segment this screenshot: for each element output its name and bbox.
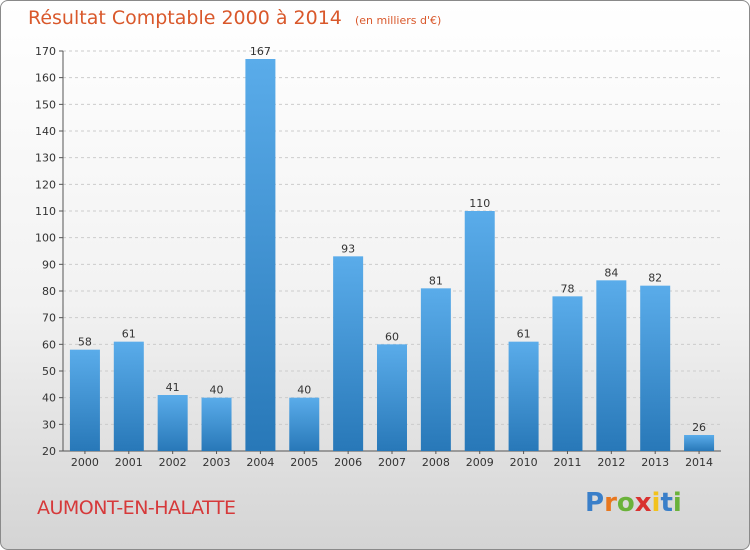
x-tick-label: 2006: [334, 456, 362, 469]
unit-note: (en milliers d'€): [354, 14, 442, 27]
bar: [508, 341, 539, 451]
bar: [245, 59, 276, 451]
bar: [464, 211, 495, 451]
bar: [596, 280, 627, 451]
bar: [157, 395, 188, 451]
y-tick-label: 90: [42, 258, 56, 271]
y-tick-label: 80: [42, 285, 56, 298]
y-tick-label: 130: [35, 152, 56, 165]
x-tick-label: 2002: [159, 456, 187, 469]
place-name: AUMONT-EN-HALATTE: [37, 497, 236, 519]
y-tick-label: 110: [35, 205, 56, 218]
y-tick-label: 170: [35, 45, 56, 58]
data-label: 61: [122, 328, 136, 341]
y-tick-label: 30: [42, 418, 56, 431]
logo-letter: x: [634, 488, 652, 518]
logo-letter: o: [616, 488, 635, 518]
x-tick-label: 2009: [466, 456, 494, 469]
x-tick-label: 2011: [553, 456, 581, 469]
y-tick-label: 160: [35, 72, 56, 85]
data-label: 82: [648, 272, 662, 285]
logo-letter: i: [672, 488, 682, 518]
y-tick-label: 100: [35, 232, 56, 245]
bar: [552, 296, 583, 451]
x-tick-label: 2003: [203, 456, 231, 469]
y-tick-label: 60: [42, 338, 56, 351]
y-tick-label: 150: [35, 98, 56, 111]
data-label: 58: [78, 336, 92, 349]
data-label: 93: [341, 242, 355, 255]
data-label: 40: [210, 384, 224, 397]
y-tick-label: 120: [35, 178, 56, 191]
bars: [69, 59, 715, 451]
bar: [420, 288, 451, 451]
bar: [113, 341, 144, 451]
x-tick-label: 2013: [641, 456, 669, 469]
data-label: 61: [517, 328, 531, 341]
bar: [684, 435, 715, 451]
y-tick-label: 70: [42, 312, 56, 325]
logo-letter: t: [660, 488, 673, 518]
bar: [333, 256, 364, 451]
labels: 58 2000 61 2001 41 2002 40 2003 167 2004 40 2005 93 2…: [71, 45, 713, 469]
data-label: 40: [297, 384, 311, 397]
logo-letter: i: [651, 488, 661, 518]
x-tick-label: 2010: [510, 456, 538, 469]
bar: [377, 344, 407, 451]
x-tick-label: 2007: [378, 456, 406, 469]
data-label: 84: [604, 266, 618, 279]
y-tick-label: 20: [42, 445, 56, 458]
bar: [640, 285, 671, 451]
data-label: 26: [692, 421, 706, 434]
proxiti-logo: Proxiti: [585, 488, 682, 518]
bar: [201, 397, 232, 451]
data-label: 41: [166, 381, 180, 394]
data-label: 78: [560, 282, 574, 295]
data-label: 60: [385, 330, 399, 343]
bar: [289, 397, 320, 451]
logo-letter: r: [604, 488, 617, 518]
y-tick-label: 50: [42, 365, 56, 378]
x-tick-label: 2000: [71, 456, 99, 469]
x-tick-label: 2005: [290, 456, 318, 469]
data-label: 110: [469, 197, 490, 210]
x-tick-label: 2004: [246, 456, 274, 469]
y-tick-label: 140: [35, 125, 56, 138]
chart-title-text: Résultat Comptable 2000 à 2014: [28, 7, 342, 29]
data-label: 167: [250, 45, 271, 58]
x-tick-label: 2014: [685, 456, 713, 469]
logo-letter: P: [585, 488, 605, 518]
y-tick-label: 40: [42, 392, 56, 405]
x-tick-label: 2001: [115, 456, 143, 469]
x-tick-label: 2008: [422, 456, 450, 469]
data-label: 81: [429, 274, 443, 287]
x-tick-label: 2012: [597, 456, 625, 469]
bar: [69, 349, 100, 451]
chart-title: Résultat Comptable 2000 à 2014 (en milli…: [28, 7, 441, 29]
